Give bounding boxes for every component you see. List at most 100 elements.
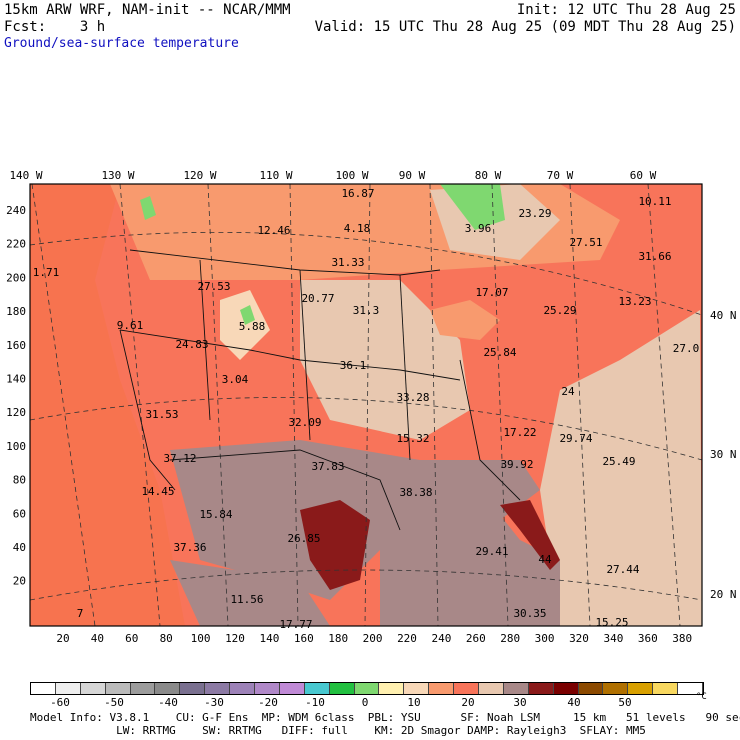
color-swatch	[55, 683, 81, 694]
color-swatch	[255, 683, 280, 694]
color-scale-tick: -40	[158, 696, 178, 709]
extremum-value: 27.0	[673, 342, 700, 355]
left-y-label: 100	[6, 440, 26, 453]
color-scale-tick: -20	[258, 696, 278, 709]
bottom-x-label: 120	[225, 632, 245, 645]
extremum-value: 26.85	[287, 532, 320, 545]
extremum-value: 16.87	[341, 187, 374, 200]
extremum-value: 3.96	[465, 222, 492, 235]
valid-time: Valid: 15 UTC Thu 28 Aug 25 (09 MDT Thu …	[314, 19, 736, 35]
extremum-value: 31.66	[638, 250, 671, 263]
bottom-x-label: 380	[672, 632, 692, 645]
extremum-value: 25.49	[602, 455, 635, 468]
extremum-value: 44	[538, 553, 552, 566]
top-longitude-labels: 140 W 130 W 120 W 110 W 100 W 90 W 80 W 70 W 60 …	[9, 169, 656, 182]
left-y-label: 220	[6, 238, 26, 251]
top-lon-label: 140 W	[9, 169, 42, 182]
top-lon-label: 90 W	[399, 169, 426, 182]
color-scale-bar	[30, 682, 704, 695]
color-scale-tick: 10	[407, 696, 421, 709]
color-scale-tick: -30	[204, 696, 224, 709]
cascades-green-patch	[140, 196, 156, 220]
extremum-value: 11.56	[230, 593, 263, 606]
bottom-x-label: 100	[191, 632, 211, 645]
bottom-x-label: 60	[125, 632, 138, 645]
atlantic-ocean	[540, 310, 702, 626]
left-y-label: 140	[6, 373, 26, 386]
top-lon-label: 60 W	[630, 169, 657, 182]
extremum-value: 31.3	[353, 304, 380, 317]
color-swatch	[205, 683, 231, 694]
extremum-value: 7	[77, 607, 84, 620]
top-lon-label: 110 W	[259, 169, 292, 182]
init-time: Init: 12 UTC Thu 28 Aug 25	[516, 2, 736, 18]
extremum-value: 30.35	[513, 607, 546, 620]
color-swatch	[31, 683, 56, 694]
extremum-value: 27.51	[569, 236, 602, 249]
bottom-x-label: 360	[638, 632, 658, 645]
extremum-value: 13.23	[618, 295, 651, 308]
color-swatch	[528, 683, 554, 694]
extremum-value: 23.29	[518, 207, 551, 220]
political-borders	[119, 249, 521, 531]
top-lon-label: 70 W	[547, 169, 574, 182]
bottom-x-label: 140	[259, 632, 279, 645]
model-info-line1: Model Info: V3.8.1 CU: G-F Ens MP: WDM 6…	[30, 711, 740, 724]
color-scale-tick: 50	[618, 696, 632, 709]
color-scale-unit: °C	[696, 692, 707, 702]
bottom-x-label: 180	[328, 632, 348, 645]
extremum-value: 32.09	[288, 416, 321, 429]
extremum-value: 1.71	[33, 266, 60, 279]
left-axis-labels: 240 220 200 180 160 140 120 100 80 60 40 20	[6, 204, 26, 588]
bottom-axis-labels: 20 40 60 80 100 120 140 160 180 200 220 240 260 280 30…	[56, 632, 692, 645]
gulf-of-mexico	[380, 515, 560, 626]
extremum-value: 37.36	[173, 541, 206, 554]
extremum-value: 27.53	[197, 280, 230, 293]
extremum-value: 24	[561, 385, 575, 398]
extremum-value: 29.41	[475, 545, 508, 558]
bottom-x-label: 160	[294, 632, 314, 645]
top-lon-label: 120 W	[183, 169, 216, 182]
extremum-value: 27.44	[606, 563, 639, 576]
color-swatch	[503, 683, 529, 694]
extremum-value: 29.74	[559, 432, 592, 445]
color-scale-tick: -60	[50, 696, 70, 709]
extremum-value: 17.77	[279, 618, 312, 631]
color-swatch	[155, 683, 181, 694]
left-y-label: 80	[13, 474, 26, 487]
extremum-value: 20.77	[301, 292, 334, 305]
color-swatch	[105, 683, 131, 694]
bottom-x-label: 260	[466, 632, 486, 645]
graticule	[29, 183, 703, 627]
color-swatch	[304, 683, 330, 694]
extrema-labels: 16.87 10.11 12.46 4.18 3.96 23.29 31.33 27.51 1.…	[33, 187, 700, 631]
color-scale-tick: 20	[461, 696, 475, 709]
extremum-value: 15.32	[396, 432, 429, 445]
color-swatch	[279, 683, 305, 694]
map-frame	[29, 183, 703, 627]
color-swatch	[379, 683, 405, 694]
extremum-value: 15.84	[199, 508, 232, 521]
left-y-label: 60	[13, 507, 26, 520]
color-swatch	[354, 683, 380, 694]
bottom-x-label: 80	[160, 632, 173, 645]
right-lat-label: 30 N	[710, 448, 737, 461]
color-swatch	[429, 683, 455, 694]
extremum-value: 9.61	[117, 319, 144, 332]
model-info-line2: LW: RRTMG SW: RRTMG DIFF: full KM: 2D Sm…	[30, 724, 646, 737]
extremum-value: 3.04	[222, 373, 249, 386]
right-latitude-labels: 40 N 30 N 20 N	[710, 309, 737, 601]
extremum-value: 4.18	[344, 222, 371, 235]
color-scale-tick: 0	[361, 696, 369, 709]
forecast-hour: Fcst: 3 h	[4, 19, 106, 35]
bottom-x-label: 200	[363, 632, 383, 645]
bottom-x-label: 20	[56, 632, 69, 645]
color-swatch	[479, 683, 504, 694]
color-swatch	[578, 683, 604, 694]
bottom-x-label: 300	[535, 632, 555, 645]
color-swatch	[454, 683, 480, 694]
extremum-value: 15.25	[595, 616, 628, 629]
extremum-value: 17.07	[475, 286, 508, 299]
right-lat-label: 20 N	[710, 588, 737, 601]
color-swatch	[628, 683, 654, 694]
